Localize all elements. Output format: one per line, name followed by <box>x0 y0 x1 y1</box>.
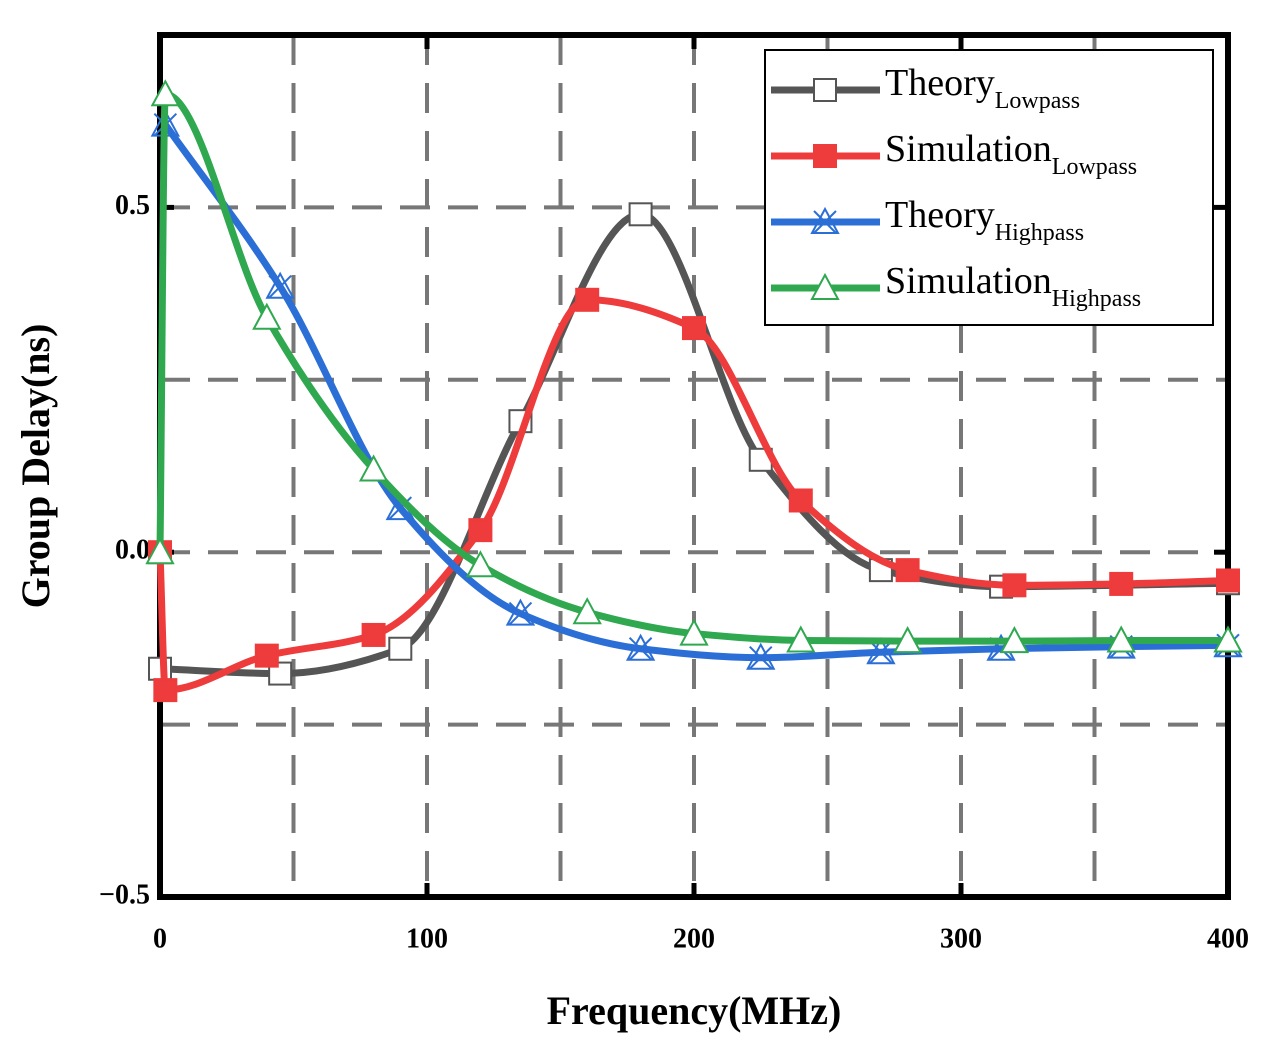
legend-label: TheoryLowpass <box>885 62 1080 114</box>
marker <box>268 661 293 686</box>
legend-label: SimulationLowpass <box>885 128 1137 180</box>
marker <box>1213 625 1243 653</box>
marker <box>682 316 706 341</box>
x-axis-label: Frequency(MHz) <box>547 988 842 1033</box>
marker <box>254 643 279 668</box>
marker <box>628 202 653 227</box>
marker <box>679 618 709 646</box>
marker <box>465 550 496 578</box>
marker <box>388 636 413 661</box>
x-tick-label: 200 <box>673 923 715 954</box>
marker <box>892 626 923 654</box>
marker <box>1109 571 1134 596</box>
marker <box>1106 625 1136 653</box>
y-axis-label: Group Delay(ns) <box>13 324 58 609</box>
legend-name: Theory <box>885 194 995 236</box>
legend-label: TheoryHighpass <box>885 194 1084 246</box>
marker <box>788 488 813 513</box>
y-tick-label: −0.5 <box>99 879 150 910</box>
marker <box>1216 568 1240 593</box>
marker <box>150 79 181 107</box>
x-tick-label: 100 <box>406 923 448 954</box>
x-tick-label: 400 <box>1207 923 1249 954</box>
legend-subscript: Highpass <box>995 220 1084 246</box>
marker <box>786 625 816 653</box>
marker <box>625 633 656 661</box>
legend-name: Simulation <box>885 128 1052 170</box>
marker <box>575 287 600 312</box>
legend-label: SimulationHighpass <box>885 260 1141 312</box>
marker <box>999 626 1030 654</box>
legend-subscript: Lowpass <box>995 88 1080 114</box>
marker <box>361 622 386 647</box>
marker <box>468 518 493 543</box>
marker <box>746 642 776 670</box>
legend-subscript: Lowpass <box>1052 154 1137 180</box>
marker <box>810 206 840 234</box>
marker <box>866 637 896 665</box>
legend-subscript: Highpass <box>1052 286 1141 312</box>
marker <box>145 537 175 565</box>
y-tick-label: 0.0 <box>115 535 150 566</box>
marker <box>358 454 389 482</box>
marker <box>252 302 282 330</box>
marker <box>813 78 837 102</box>
legend-name: Theory <box>885 62 995 104</box>
legend-box <box>764 49 1214 326</box>
marker <box>895 558 920 583</box>
marker <box>810 272 840 300</box>
x-tick-label: 300 <box>940 923 982 954</box>
x-tick-label: 0 <box>153 923 167 954</box>
marker <box>153 678 178 703</box>
y-tick-label: 0.5 <box>115 190 150 221</box>
marker <box>572 597 602 625</box>
marker <box>1002 573 1027 598</box>
marker <box>265 271 295 299</box>
legend-name: Simulation <box>885 260 1052 302</box>
marker <box>813 144 837 168</box>
marker <box>505 598 536 626</box>
